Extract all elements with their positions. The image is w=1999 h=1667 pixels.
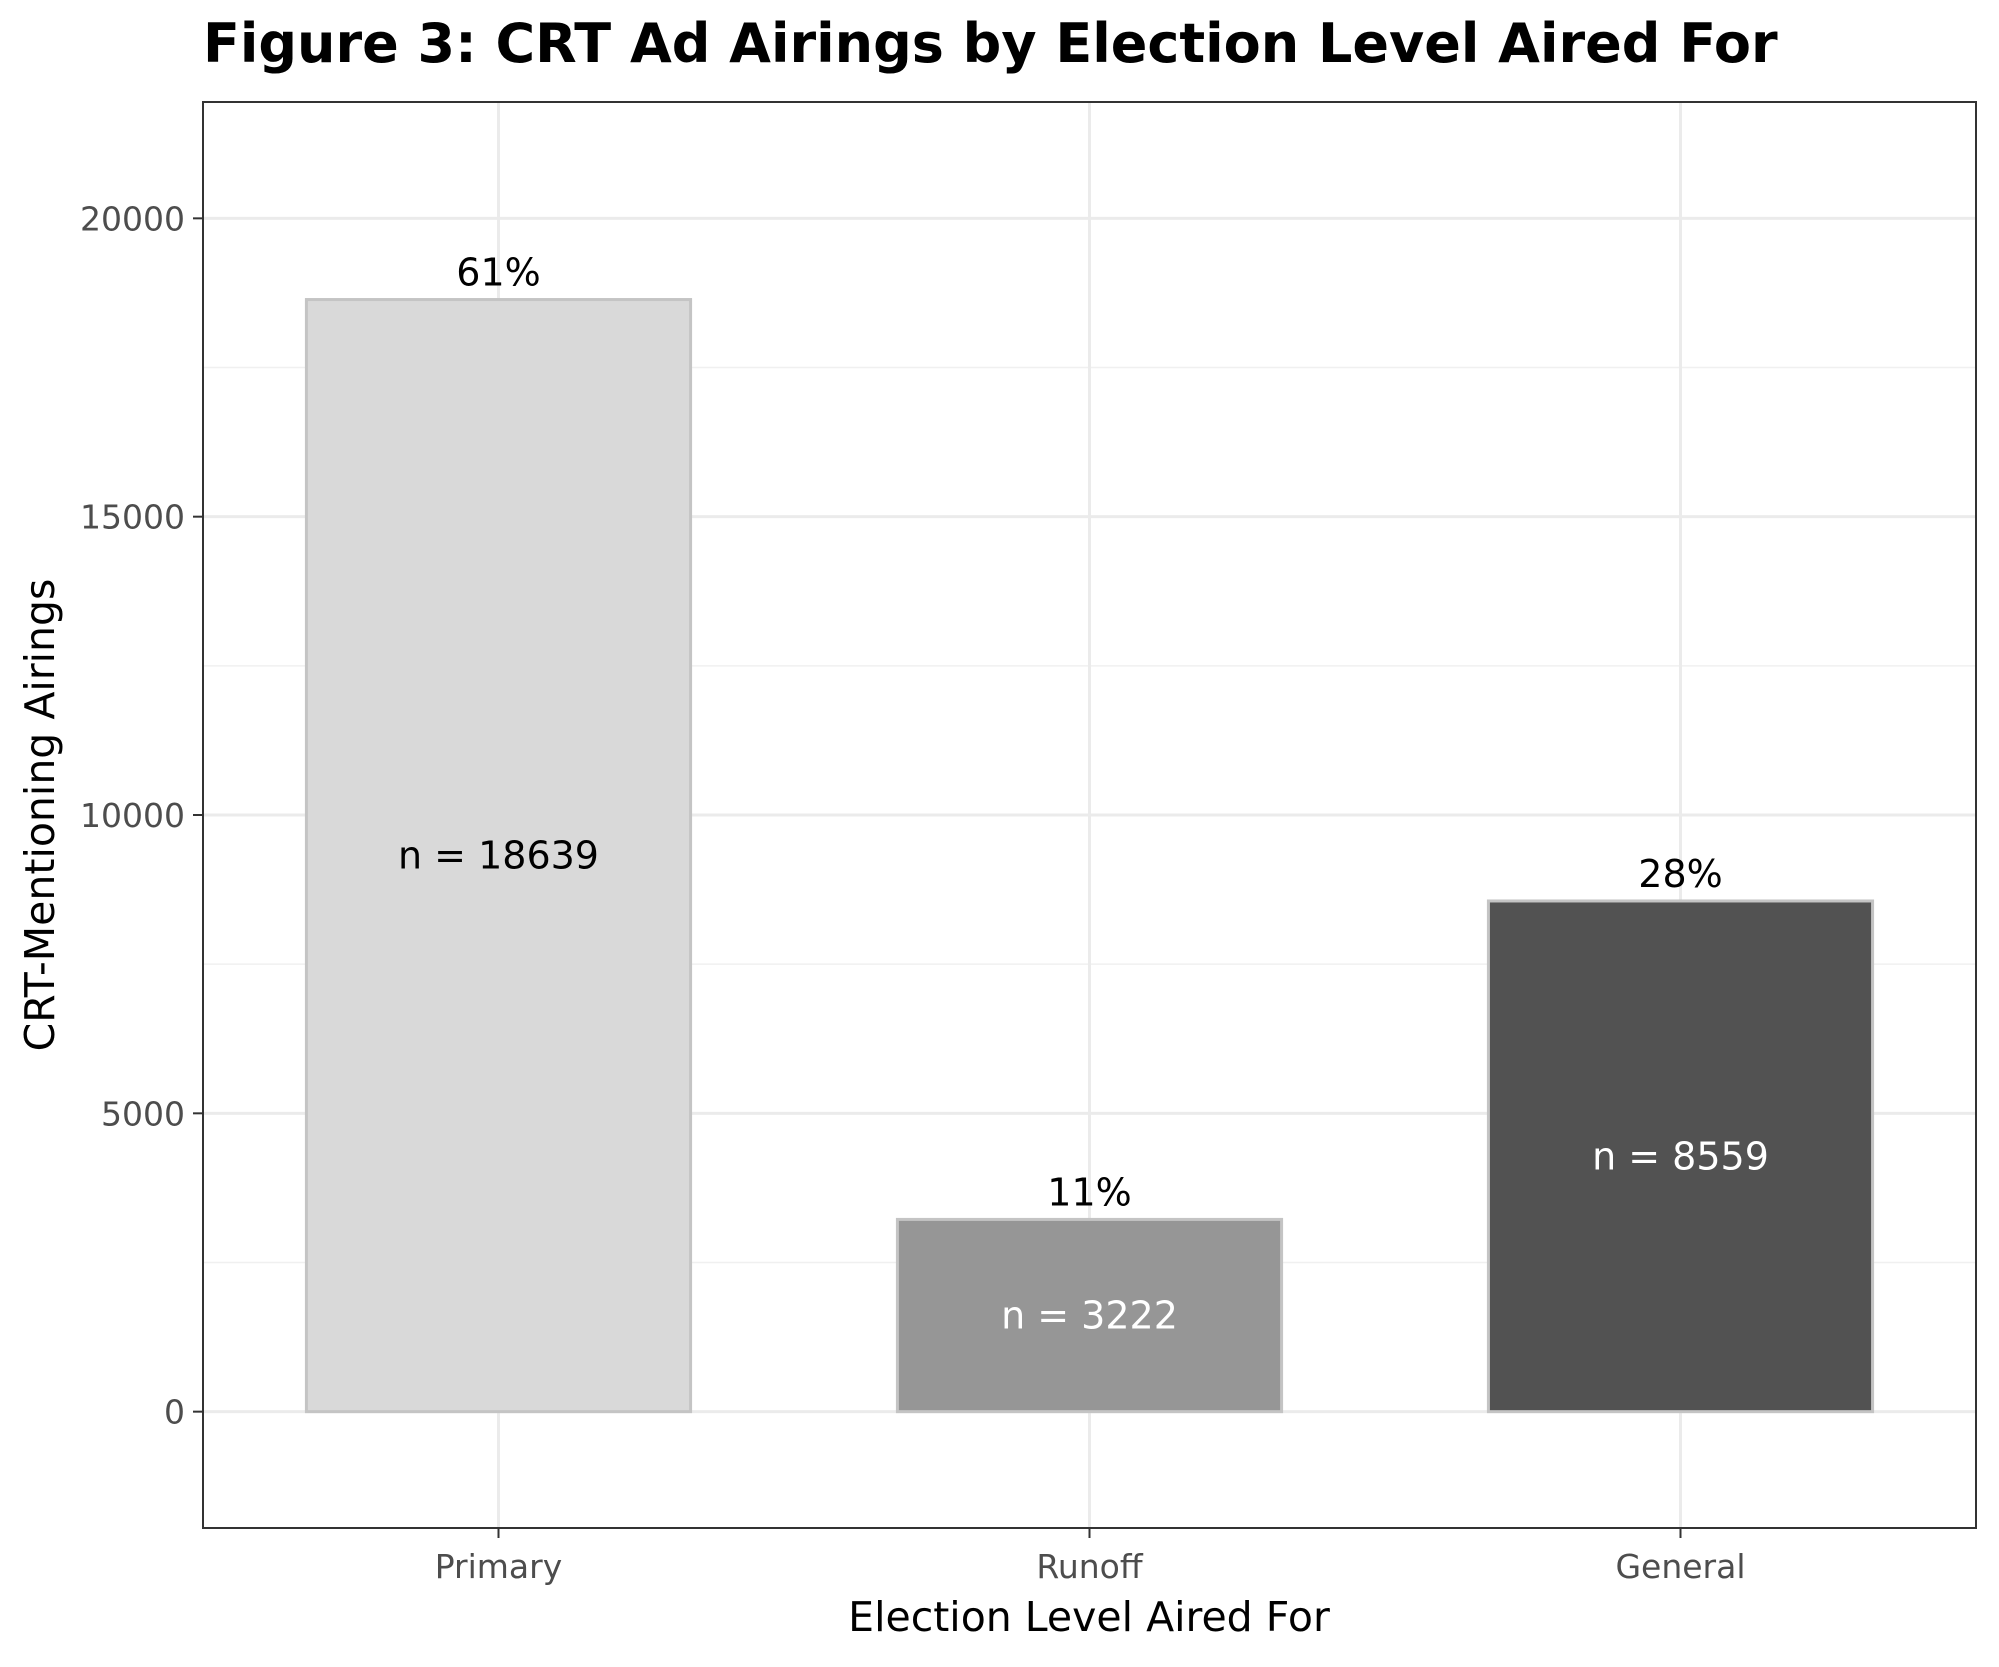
count-label: n = 3222 (1001, 1294, 1178, 1338)
y-tick-label: 10000 (80, 796, 185, 835)
percent-label: 28% (1638, 852, 1722, 896)
x-tick-label: Primary (435, 1547, 563, 1586)
x-axis-title: Election Level Aired For (848, 1593, 1330, 1641)
y-tick-label: 5000 (101, 1094, 185, 1133)
y-tick-label: 0 (164, 1393, 185, 1432)
bar-runoff (895, 1217, 1284, 1414)
x-tick-label: General (1615, 1547, 1745, 1586)
x-tick-label: Runoff (1036, 1547, 1143, 1586)
bars: 61% n = 18639 11% n = 3222 28% n = 8559 (304, 251, 1875, 1414)
bar-primary (304, 298, 693, 1414)
y-axis-title: CRT-Mentioning Airings (16, 579, 64, 1052)
percent-label: 11% (1047, 1170, 1131, 1214)
count-label: n = 8559 (1592, 1134, 1769, 1178)
y-axis: 0 5000 10000 15000 20000 (80, 199, 203, 1432)
x-axis: Primary Runoff General (435, 1528, 1746, 1586)
percent-label: 61% (456, 251, 540, 295)
y-tick-label: 20000 (80, 199, 185, 238)
y-tick-label: 15000 (80, 498, 185, 537)
count-label: n = 18639 (398, 834, 599, 878)
bar-general (1486, 899, 1875, 1414)
chart-title: Figure 3: CRT Ad Airings by Election Lev… (203, 12, 1778, 75)
